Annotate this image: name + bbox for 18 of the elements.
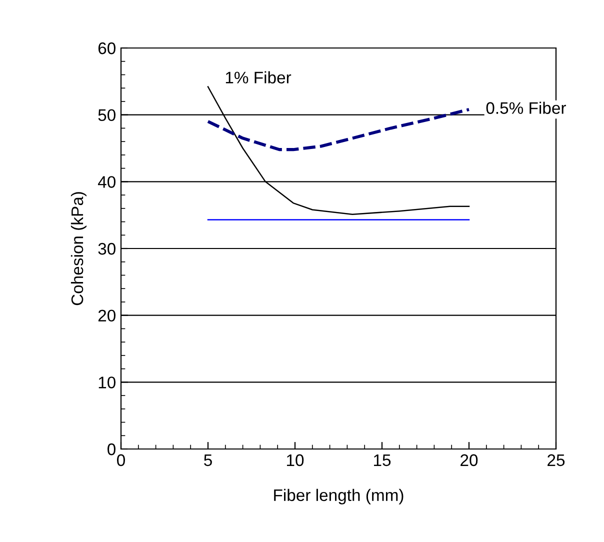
x-tick-label: 25: [548, 454, 565, 466]
y-tick-label: 0: [108, 443, 116, 456]
series-label: 1% Fiber: [226, 71, 292, 84]
y-tick-label: 20: [98, 310, 116, 322]
y-tick-label: 50: [98, 109, 116, 122]
series-label: 0.5% Fiber: [486, 102, 566, 114]
y-axis-title: Cohesion (kPa): [70, 192, 86, 306]
y-tick-label: 60: [98, 42, 116, 54]
x-tick-label: 10: [287, 454, 304, 466]
line-series: [206, 108, 471, 152]
y-tick-label: 30: [98, 242, 116, 255]
y-tick-label: 10: [98, 376, 116, 388]
x-tick-label: 20: [460, 454, 478, 466]
x-tick-label: 15: [374, 454, 391, 466]
x-tick-label: 5: [204, 454, 212, 466]
y-tick-label: 40: [98, 176, 116, 188]
x-tick-label: 0: [117, 454, 125, 466]
x-axis-title: Fiber length (mm): [274, 488, 404, 504]
